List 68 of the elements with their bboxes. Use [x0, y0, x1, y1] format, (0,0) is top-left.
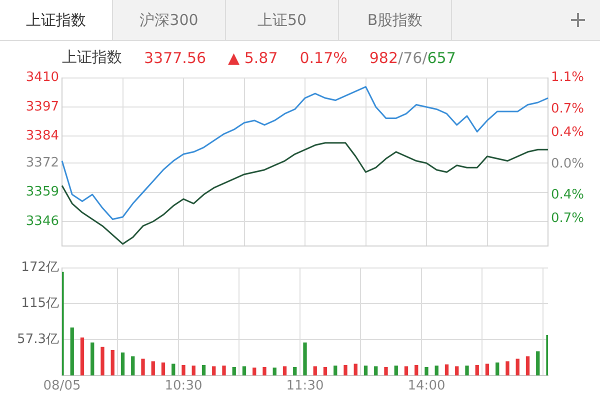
bar	[100, 346, 104, 376]
bar	[262, 366, 266, 376]
bar	[161, 362, 166, 376]
text: 上证50	[257, 10, 307, 30]
bar	[141, 358, 145, 376]
text: 0.17%	[300, 49, 348, 67]
bar	[252, 368, 256, 376]
y-tick-label: 3397	[26, 99, 59, 114]
y-tick-label: 57.3亿	[17, 332, 59, 347]
bar	[202, 365, 206, 376]
bar	[536, 351, 540, 376]
y-tick-label: 172亿	[21, 260, 59, 276]
bar	[384, 366, 388, 376]
bar	[485, 364, 490, 376]
y2-tick-label: 0.7%	[551, 102, 584, 117]
bar	[232, 366, 236, 376]
bar	[465, 366, 469, 376]
text: B股指数	[367, 10, 423, 30]
bar	[293, 366, 297, 376]
text: 982/76/657	[369, 49, 456, 67]
bar	[323, 366, 328, 376]
y2-tick-label: 1.1%	[551, 70, 584, 86]
bar	[192, 366, 196, 376]
bar	[475, 365, 479, 376]
bar	[424, 366, 428, 376]
text: 上证指数	[26, 10, 86, 30]
bar	[364, 366, 368, 376]
chart-title: 上证指数	[62, 48, 122, 67]
bar	[303, 342, 307, 376]
text: 沪深300	[140, 10, 198, 30]
x-tick-label: 11:30	[286, 378, 324, 394]
y-tick-label: 3346	[26, 214, 59, 229]
bar	[434, 366, 438, 376]
bar	[344, 365, 348, 376]
bar	[506, 361, 510, 376]
y2-tick-label: 0.4%	[551, 125, 584, 140]
text: 3377.56	[144, 49, 206, 67]
x-tick-label: 14:00	[408, 378, 446, 394]
x-tick-label: 08/05	[43, 378, 81, 394]
bar	[334, 366, 338, 376]
bar	[120, 352, 125, 376]
bar	[394, 366, 398, 376]
bar	[131, 356, 135, 376]
bar	[110, 350, 114, 376]
bar	[70, 328, 74, 376]
bar	[516, 358, 520, 376]
y-tick-label: 115亿	[21, 296, 59, 311]
bar	[272, 368, 276, 376]
bar	[80, 338, 84, 376]
y2-tick-label: 0.7%	[551, 211, 584, 226]
y-tick-label: 3372	[26, 156, 59, 170]
y2-tick-label: 0.0%	[551, 156, 584, 172]
bar	[222, 366, 226, 376]
text: ▲ 5.87	[228, 49, 278, 67]
bar	[444, 364, 449, 376]
x-tick-label: 10:30	[164, 378, 202, 394]
y2-tick-label: 0.4%	[551, 188, 584, 203]
bar	[151, 361, 155, 376]
y-tick-label: 3359	[26, 184, 59, 200]
bar	[182, 365, 186, 376]
y-tick-label: 3410	[26, 70, 59, 86]
bar	[496, 362, 500, 376]
y-tick-label: 3384	[26, 128, 59, 144]
bar	[414, 365, 418, 376]
bar	[526, 356, 530, 376]
bar	[354, 364, 358, 376]
bar	[90, 342, 94, 376]
bar	[172, 364, 176, 376]
